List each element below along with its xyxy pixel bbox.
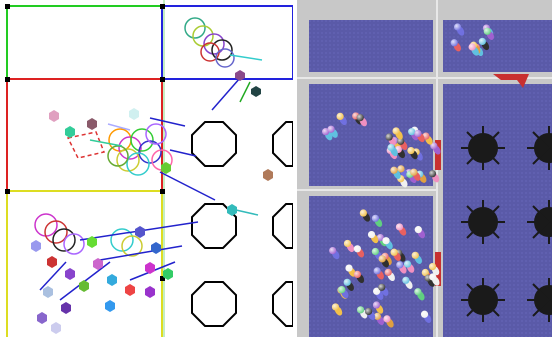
octagon-obstacle <box>272 121 293 167</box>
agent-figure <box>371 247 383 261</box>
octagon-obstacles <box>191 121 293 327</box>
agent-figure <box>397 137 408 150</box>
agent-figure <box>383 315 394 328</box>
agent-cluster-middle <box>49 108 273 216</box>
agent-figure <box>378 255 389 268</box>
agent-figure <box>402 276 413 289</box>
agent-figure <box>343 239 355 253</box>
agent-figure <box>338 286 349 299</box>
agent-figure <box>397 165 408 178</box>
agent-figure <box>387 143 398 157</box>
agent-figure <box>373 267 384 280</box>
rendered-view-panel <box>297 0 552 337</box>
agent-figure <box>372 301 384 314</box>
agent-cluster-top <box>184 17 263 111</box>
spiked-obstacle <box>527 278 552 322</box>
agent-figure <box>353 245 365 258</box>
agent-figure <box>430 142 441 155</box>
agent-figure <box>396 261 407 274</box>
agent-figure <box>327 125 338 138</box>
agent-figure <box>403 260 415 273</box>
agent-cluster-bottom <box>31 213 199 334</box>
rendered-agents <box>322 23 495 328</box>
agent-figure <box>353 270 365 284</box>
agent-figure <box>392 127 403 140</box>
agent-figure <box>414 226 426 239</box>
agent-figure <box>384 268 395 282</box>
agent-figure <box>410 168 421 181</box>
octagon-obstacle <box>191 281 237 327</box>
agent-figure <box>329 246 340 260</box>
agent-figure <box>483 27 495 40</box>
spiked-obstacle <box>461 200 505 244</box>
spiked-obstacle <box>461 278 505 322</box>
octagon-obstacle <box>272 203 293 249</box>
agent-figure <box>390 166 401 179</box>
agent-figure <box>478 37 490 51</box>
agent-figure <box>373 287 384 300</box>
agent-figure <box>385 133 396 146</box>
agent-figure <box>468 43 479 56</box>
schematic-view-panel <box>5 0 293 337</box>
corner-nodes <box>5 4 165 281</box>
agent-figure <box>373 312 385 325</box>
agent-figure <box>336 112 347 126</box>
agent-figure <box>414 288 425 301</box>
rendered-view-canvas <box>297 0 552 337</box>
room-top-left <box>6 5 163 80</box>
spiked-obstacle <box>461 126 505 170</box>
octagon-obstacle <box>272 281 293 327</box>
agent-figure <box>450 39 461 52</box>
agent-figure <box>411 251 423 264</box>
agent-figure <box>408 128 419 141</box>
agent-figure <box>453 23 465 36</box>
agent-figure <box>395 223 407 236</box>
spiked-obstacle <box>527 200 552 244</box>
agent-figure <box>343 278 354 291</box>
selection-marker <box>66 131 106 159</box>
agent-figure <box>428 262 440 276</box>
agent-figure <box>364 307 376 321</box>
agent-figure <box>407 146 418 160</box>
agent-figure <box>371 214 383 227</box>
spiked-obstacles <box>461 126 552 322</box>
agent-figure <box>390 248 401 261</box>
agent-figure <box>414 129 425 143</box>
agent-figure <box>359 209 371 222</box>
agent-figure <box>428 170 440 183</box>
agent-figure <box>420 310 432 323</box>
floor-rooms <box>309 20 552 337</box>
agent-figure <box>378 283 389 296</box>
spiked-obstacle <box>527 126 552 170</box>
agent-figure <box>429 273 440 286</box>
octagon-obstacle <box>191 121 237 167</box>
agent-figure <box>322 128 333 141</box>
agent-figure <box>367 230 379 244</box>
agent-figure <box>331 303 343 316</box>
agent-figure <box>356 114 367 127</box>
room-bottom-left <box>6 190 163 337</box>
agent-figure <box>382 237 393 250</box>
schematic-view-canvas <box>5 0 293 337</box>
